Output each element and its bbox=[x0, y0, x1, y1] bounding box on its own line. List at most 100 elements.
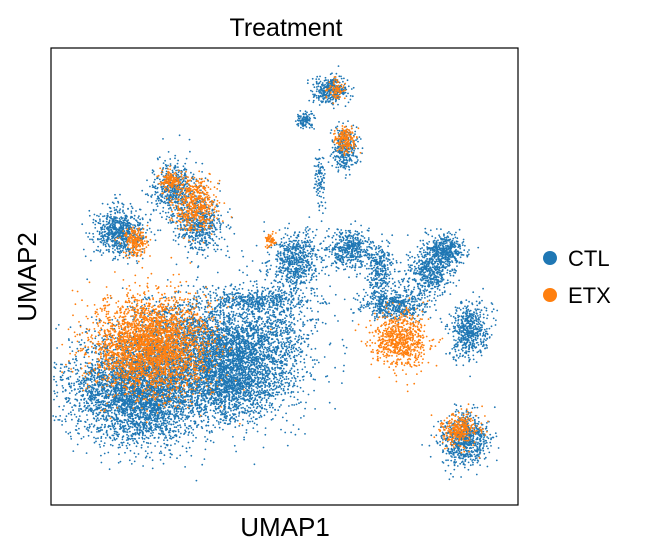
point-ctl bbox=[175, 408, 178, 411]
point-ctl bbox=[136, 390, 139, 393]
point-ctl bbox=[121, 367, 124, 370]
point-ctl bbox=[128, 459, 131, 462]
point-ctl bbox=[194, 396, 197, 399]
point-ctl bbox=[98, 430, 100, 433]
point-ctl bbox=[143, 438, 146, 440]
point-ctl bbox=[160, 422, 163, 425]
point-ctl bbox=[162, 433, 165, 436]
point-ctl bbox=[126, 414, 129, 417]
point-ctl bbox=[79, 383, 81, 386]
point-ctl bbox=[159, 392, 161, 395]
point-ctl bbox=[90, 392, 92, 395]
point-ctl bbox=[158, 399, 161, 402]
point-ctl bbox=[98, 407, 101, 410]
point-ctl bbox=[184, 423, 186, 425]
point-ctl bbox=[161, 427, 164, 430]
point-ctl bbox=[94, 390, 97, 393]
point-ctl bbox=[61, 424, 63, 426]
point-ctl bbox=[125, 444, 128, 447]
point-ctl bbox=[92, 425, 95, 428]
point-ctl bbox=[126, 447, 129, 450]
point-ctl bbox=[117, 405, 120, 407]
point-ctl bbox=[128, 377, 131, 380]
point-ctl bbox=[146, 408, 149, 410]
point-ctl bbox=[152, 416, 155, 419]
point-ctl bbox=[115, 356, 118, 359]
point-ctl bbox=[181, 412, 184, 414]
point-ctl bbox=[146, 452, 149, 455]
point-ctl bbox=[164, 412, 167, 415]
point-ctl bbox=[126, 411, 128, 414]
point-ctl bbox=[185, 416, 188, 419]
point-ctl bbox=[137, 412, 139, 415]
point-ctl bbox=[172, 397, 174, 400]
point-ctl bbox=[129, 413, 132, 416]
point-ctl bbox=[167, 398, 170, 401]
point-ctl bbox=[97, 399, 99, 402]
point-ctl bbox=[111, 425, 114, 427]
point-ctl bbox=[192, 428, 195, 431]
point-ctl bbox=[210, 300, 212, 302]
point-ctl bbox=[96, 417, 99, 420]
point-ctl bbox=[93, 441, 96, 444]
point-ctl bbox=[163, 399, 166, 401]
point-ctl bbox=[86, 407, 89, 409]
point-ctl bbox=[177, 410, 180, 413]
point-ctl bbox=[159, 411, 162, 414]
point-ctl bbox=[79, 387, 82, 390]
point-ctl bbox=[145, 428, 148, 430]
point-ctl bbox=[124, 402, 127, 405]
point-ctl bbox=[143, 410, 146, 412]
point-ctl bbox=[97, 437, 99, 440]
point-ctl bbox=[144, 450, 147, 452]
point-ctl bbox=[140, 390, 143, 393]
point-ctl bbox=[142, 405, 145, 408]
point-ctl bbox=[94, 364, 97, 366]
point-ctl bbox=[111, 444, 114, 447]
point-ctl bbox=[72, 367, 75, 369]
point-ctl bbox=[76, 347, 79, 350]
point-ctl bbox=[94, 403, 97, 406]
point-ctl bbox=[100, 429, 102, 431]
point-ctl bbox=[232, 435, 234, 438]
point-ctl bbox=[53, 361, 56, 364]
point-ctl bbox=[75, 364, 77, 367]
point-ctl bbox=[146, 413, 149, 416]
point-ctl bbox=[111, 318, 114, 321]
point-ctl bbox=[94, 330, 96, 333]
point-ctl bbox=[126, 409, 129, 412]
point-ctl bbox=[206, 429, 208, 432]
point-ctl bbox=[165, 392, 168, 395]
point-ctl bbox=[55, 384, 58, 387]
point-ctl bbox=[117, 399, 120, 402]
point-ctl bbox=[113, 399, 116, 402]
point-ctl bbox=[101, 403, 104, 405]
point-ctl bbox=[69, 375, 72, 378]
point-ctl bbox=[109, 404, 112, 406]
point-ctl bbox=[73, 382, 75, 385]
point-ctl bbox=[164, 446, 167, 449]
point-ctl bbox=[187, 434, 190, 436]
point-ctl bbox=[149, 413, 151, 415]
point-ctl bbox=[82, 436, 85, 438]
point-ctl bbox=[190, 432, 193, 434]
point-ctl bbox=[128, 406, 131, 409]
point-ctl bbox=[86, 394, 89, 397]
point-ctl bbox=[62, 387, 65, 389]
point-ctl bbox=[101, 337, 103, 339]
point-ctl bbox=[143, 380, 146, 382]
point-ctl bbox=[124, 389, 126, 392]
point-ctl bbox=[191, 409, 194, 412]
point-ctl bbox=[126, 442, 129, 445]
point-ctl bbox=[103, 444, 105, 447]
point-ctl bbox=[167, 406, 170, 409]
point-ctl bbox=[187, 303, 190, 306]
point-ctl bbox=[107, 404, 110, 406]
point-ctl bbox=[192, 415, 195, 418]
point-ctl bbox=[185, 400, 187, 403]
point-ctl bbox=[164, 422, 167, 425]
point-ctl bbox=[130, 396, 133, 398]
point-ctl bbox=[225, 336, 228, 338]
point-ctl bbox=[132, 433, 135, 436]
point-ctl bbox=[214, 405, 217, 408]
